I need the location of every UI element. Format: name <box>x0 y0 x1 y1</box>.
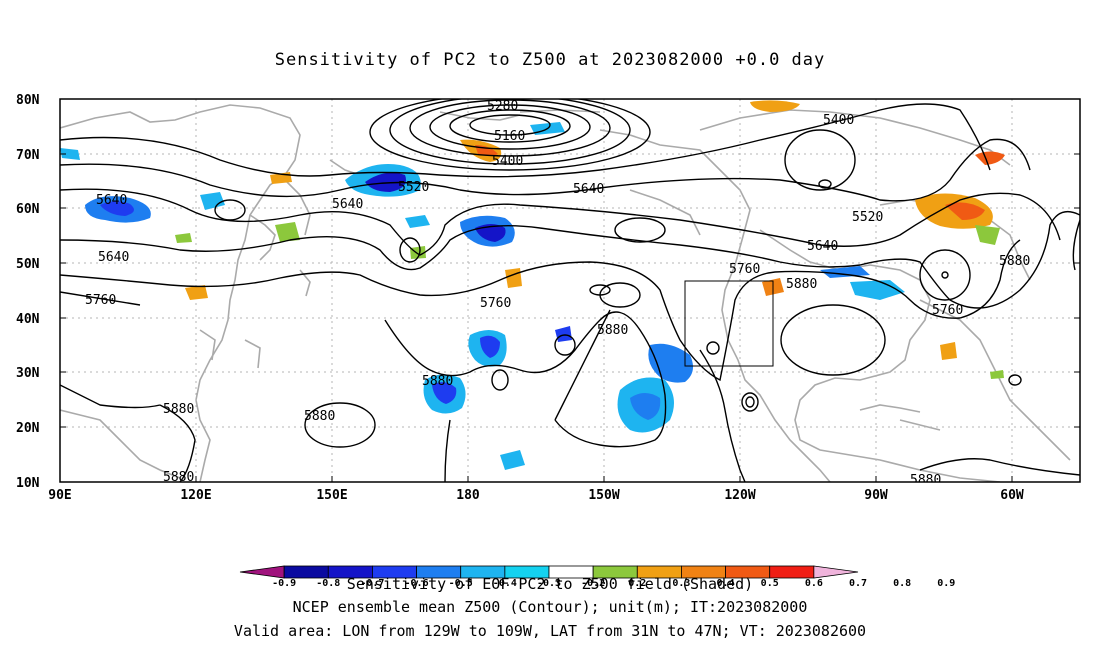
colorbar-tick-label: -0.8 <box>316 578 340 589</box>
contour-label: 5880 <box>999 254 1030 269</box>
contour-label: 5760 <box>480 296 511 311</box>
contour-label: 5640 <box>96 193 127 208</box>
colorbar-tick-label: 0.4 <box>717 578 735 589</box>
contour-label: 5760 <box>729 262 760 277</box>
colorbar-tick-label: 0.6 <box>805 578 823 589</box>
colorbar-tick-label: 0.3 <box>672 578 690 589</box>
coastlines <box>60 104 1071 482</box>
contour-label: 5880 <box>163 470 194 485</box>
lon-label: 90E <box>48 488 71 503</box>
map-body: 5280 5160 5400 5400 5520 5520 5640 5640 … <box>60 99 1080 488</box>
chart-title: Sensitivity of PC2 to Z500 at 2023082000… <box>274 50 826 70</box>
colorbar-tick-label: -0.6 <box>405 578 429 589</box>
colorbar-tick-label: 0.5 <box>761 578 779 589</box>
contour-label: 5880 <box>597 323 628 338</box>
lon-label: 180 <box>456 488 480 503</box>
contour-label: 5640 <box>98 250 129 265</box>
map-frame <box>59 98 1081 483</box>
tick-marks <box>60 98 1080 482</box>
contour-label: 5880 <box>304 409 335 424</box>
contour-label: 5400 <box>492 154 523 169</box>
colorbar-tick-label: 0.2 <box>628 578 646 589</box>
lon-label: 150W <box>588 488 619 503</box>
grid <box>60 99 1080 482</box>
contour-label: 5520 <box>852 210 883 225</box>
lat-label: 80N <box>16 93 40 108</box>
contour-label: 5880 <box>422 374 453 389</box>
colorbar-tick-label: -0.4 <box>493 578 517 589</box>
lat-label: 20N <box>16 421 40 436</box>
contour-label: 5520 <box>398 180 429 195</box>
colorbar-tick-label: -0.9 <box>272 578 296 589</box>
lat-label: 50N <box>16 257 40 272</box>
contour-label: 5280 <box>487 99 518 114</box>
valid-area-box <box>684 280 774 367</box>
contour-label: 5640 <box>332 197 363 212</box>
z500-contours <box>60 99 1080 482</box>
colorbar: -0.9 -0.8 -0.7 -0.6 -0.5 -0.4 -0.3 -0.2 0.2 0.3 0.… <box>239 565 955 589</box>
colorbar-tick-label: 0.9 <box>937 578 955 589</box>
lat-label: 10N <box>16 476 40 491</box>
lon-labels: 90E 120E 150E 180 150W 120W 90W 60W <box>48 488 1024 503</box>
colorbar-swatch <box>813 565 859 579</box>
footer-line-1: Sensitivity of EOF PC2 to Z500 field (Sh… <box>346 575 754 593</box>
lon-label: 150E <box>316 488 347 503</box>
contour-label: 5880 <box>786 277 817 292</box>
colorbar-tick-label: -0.5 <box>449 578 473 589</box>
lat-label: 30N <box>16 366 40 381</box>
colorbar-tick-label: 0.7 <box>849 578 867 589</box>
lat-label: 70N <box>16 148 40 163</box>
lon-label: 90W <box>864 488 888 503</box>
contour-label: 5880 <box>910 473 941 488</box>
contour-label: 5760 <box>932 303 963 318</box>
colorbar-tick-label: 0.8 <box>893 578 911 589</box>
contour-label: 5880 <box>163 402 194 417</box>
contour-label: 5640 <box>573 182 604 197</box>
lat-label: 60N <box>16 202 40 217</box>
lon-label: 60W <box>1000 488 1024 503</box>
colorbar-tick-label: -0.7 <box>360 578 384 589</box>
contour-labels: 5280 5160 5400 5400 5520 5520 5640 5640 … <box>85 99 1030 488</box>
contour-label: 5640 <box>807 239 838 254</box>
colorbar-tick-label: -0.2 <box>581 578 605 589</box>
colorbar-tick-label: -0.3 <box>537 578 561 589</box>
footer-line-2: NCEP ensemble mean Z500 (Contour); unit(… <box>292 598 808 616</box>
contour-label: 5760 <box>85 293 116 308</box>
lat-label: 40N <box>16 312 40 327</box>
contour-label: 5160 <box>494 129 525 144</box>
lon-label: 120E <box>180 488 211 503</box>
contour-label: 5400 <box>823 113 854 128</box>
lat-labels: 80N 70N 60N 50N 40N 30N 20N 10N <box>16 93 40 491</box>
footer-line-3: Valid area: LON from 129W to 109W, LAT f… <box>233 622 867 640</box>
lon-label: 120W <box>724 488 755 503</box>
